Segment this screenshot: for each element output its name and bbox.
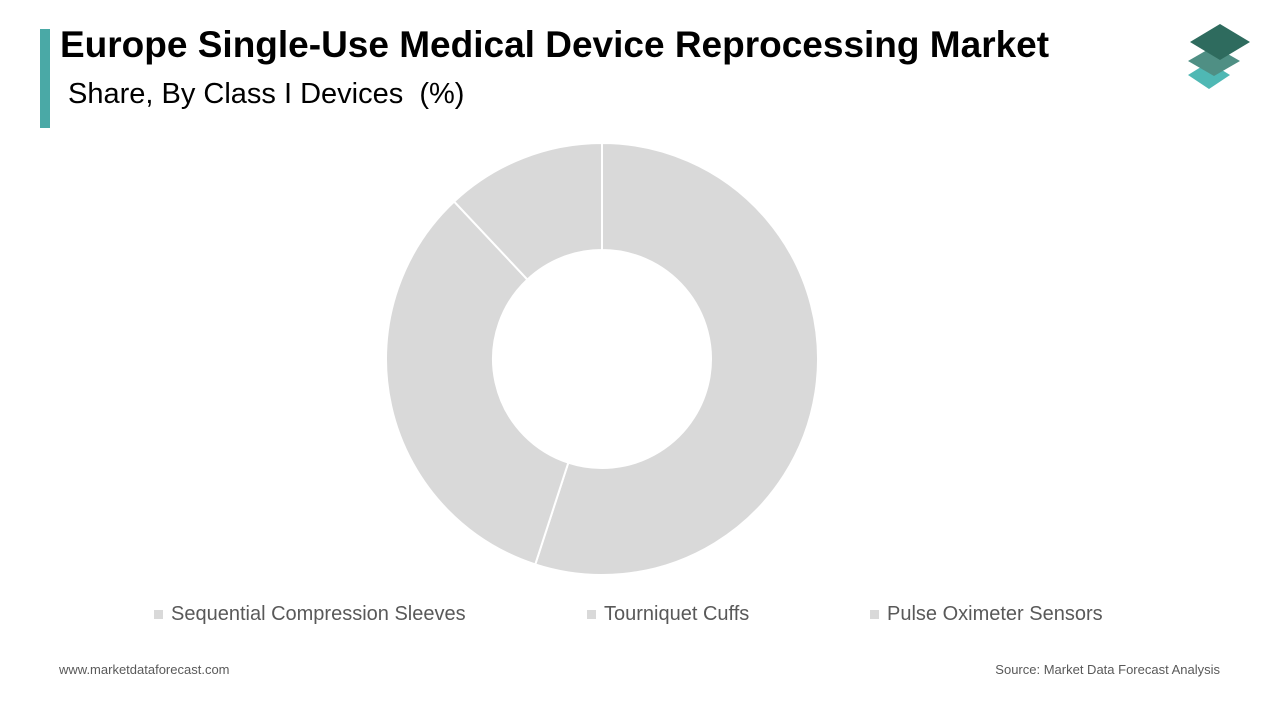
chart-subtitle: Share, By Class I Devices (%): [68, 78, 465, 110]
title-accent-bar: [40, 29, 50, 128]
donut-slice-pulse-oximeter-sensors: [452, 141, 603, 281]
chart-title: Europe Single-Use Medical Device Reproce…: [60, 24, 1050, 65]
donut-slice-tourniquet-cuffs: [385, 200, 570, 566]
legend-swatch: [154, 609, 163, 619]
legend-swatch: [870, 609, 879, 619]
donut-slices: [385, 141, 819, 576]
logo-layer-top: [1190, 24, 1250, 60]
legend-label: Sequential Compression Sleeves: [171, 602, 466, 625]
stacked-layers-logo-icon: [1188, 24, 1250, 89]
legend-swatch: [587, 609, 596, 619]
legend-item-tourniquet-cuffs: Tourniquet Cuffs: [587, 602, 749, 626]
footer-website: www.marketdataforecast.com: [59, 662, 230, 677]
donut-slice-sequential-compression-sleeves: [533, 141, 819, 576]
legend-label: Tourniquet Cuffs: [604, 602, 750, 625]
legend-item-pulse-oximeter-sensors: Pulse Oximeter Sensors: [870, 602, 1103, 626]
legend-item-sequential-compression-sleeves: Sequential Compression Sleeves: [154, 602, 466, 626]
legend-label: Pulse Oximeter Sensors: [887, 602, 1103, 625]
footer-source: Source: Market Data Forecast Analysis: [995, 662, 1220, 677]
